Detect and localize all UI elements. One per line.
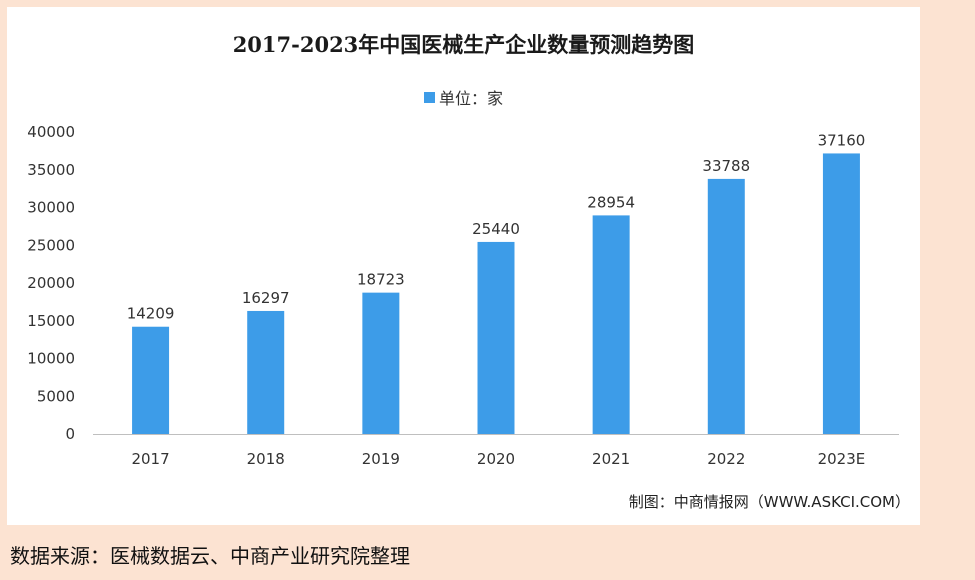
y-tick-label: 20000 <box>27 274 75 292</box>
chart-panel: 2017-2023年中国医械生产企业数量预测趋势图 单位：家 0 5000 1000… <box>7 7 920 525</box>
x-tick-label: 2021 <box>592 450 630 468</box>
y-tick-label: 10000 <box>27 350 75 368</box>
bar-2021 <box>592 215 630 434</box>
data-label-2022: 33788 <box>702 157 750 175</box>
bar-2022 <box>707 178 745 434</box>
y-tick-label: 0 <box>65 425 75 443</box>
bar-chart: 0 5000 10000 15000 20000 25000 30000 35000 40000… <box>27 123 899 468</box>
x-tick-label: 2018 <box>247 450 285 468</box>
y-tick-label: 25000 <box>27 236 75 254</box>
data-label-2021: 28954 <box>587 193 635 211</box>
x-tick-label: 2022 <box>707 450 745 468</box>
source-note: 数据来源：医械数据云、中商产业研究院整理 <box>10 544 410 568</box>
y-tick-label: 15000 <box>27 312 75 330</box>
bar-2017 <box>132 326 170 434</box>
data-label-2020: 25440 <box>472 220 520 238</box>
y-tick-label: 40000 <box>27 123 75 141</box>
bar-2018 <box>247 310 285 434</box>
legend-label: 单位：家 <box>438 89 503 108</box>
bar-2020 <box>477 241 515 434</box>
x-tick-label: 2020 <box>477 450 515 468</box>
y-tick-label: 35000 <box>27 161 75 179</box>
x-tick-label: 2023E <box>818 450 866 468</box>
data-label-2019: 18723 <box>357 271 405 289</box>
y-tick-label: 5000 <box>37 387 75 405</box>
legend-swatch <box>423 92 435 103</box>
bars: 14209 16297 18723 25440 28954 33788 37160 <box>127 131 866 434</box>
y-tick-label: 30000 <box>27 199 75 217</box>
data-label-2023E: 37160 <box>818 131 866 149</box>
bar-2023E <box>822 153 860 434</box>
x-axis: 2017 2018 2019 2020 2021 2022 2023E <box>131 450 865 468</box>
x-tick-label: 2017 <box>131 450 169 468</box>
chart-credit: 制图：中商情报网（WWW.ASKCI.COM） <box>628 493 910 511</box>
x-tick-label: 2019 <box>362 450 400 468</box>
y-axis: 0 5000 10000 15000 20000 25000 30000 35000 40000 <box>27 123 75 443</box>
chart-legend: 单位：家 <box>7 85 920 109</box>
chart-title: 2017-2023年中国医械生产企业数量预测趋势图 <box>232 32 695 57</box>
bar-2019 <box>362 292 400 434</box>
data-label-2017: 14209 <box>127 305 175 323</box>
data-label-2018: 16297 <box>242 289 290 307</box>
